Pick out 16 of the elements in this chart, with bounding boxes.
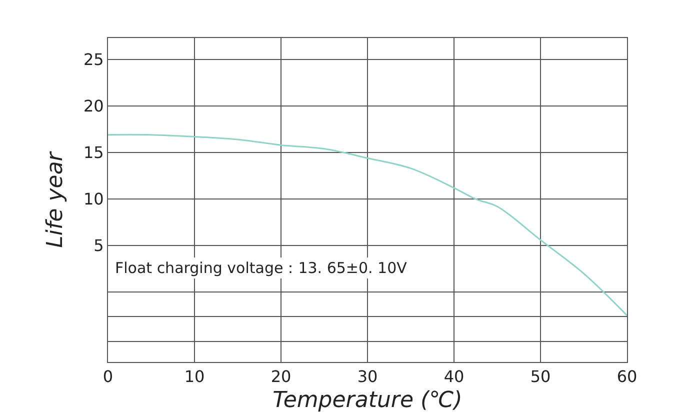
annotation: Float charging voltage：13. 65±0. 10V (115, 259, 408, 277)
line-series (108, 134, 627, 316)
x-tick-label: 20 (270, 367, 292, 386)
y-tick-label: 15 (83, 143, 104, 162)
y-axis-title: Life year (43, 150, 68, 248)
x-tick-label: 60 (616, 367, 638, 386)
x-tick-label: 40 (444, 367, 464, 386)
x-tick-label: 0 (102, 367, 114, 386)
x-tick-label: 10 (184, 367, 205, 386)
x-tick-label: 50 (530, 367, 551, 386)
y-tick-label: 20 (83, 96, 104, 116)
y-tick-label: 10 (83, 190, 104, 209)
y-tick-label: 5 (94, 236, 104, 256)
x-axis-title: Temperature (℃) (272, 388, 462, 414)
y-tick-label: 25 (83, 50, 104, 70)
x-tick-label: 30 (357, 367, 378, 386)
